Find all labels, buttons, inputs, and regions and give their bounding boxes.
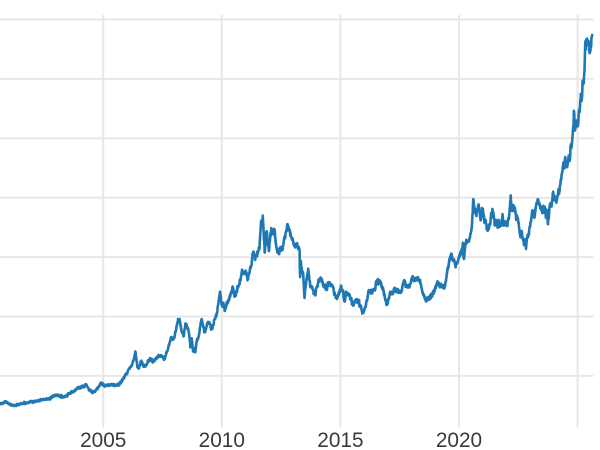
svg-text:2020: 2020 <box>436 429 482 450</box>
svg-text:2010: 2010 <box>199 429 245 450</box>
svg-text:2005: 2005 <box>80 429 126 450</box>
svg-text:2015: 2015 <box>317 429 363 450</box>
